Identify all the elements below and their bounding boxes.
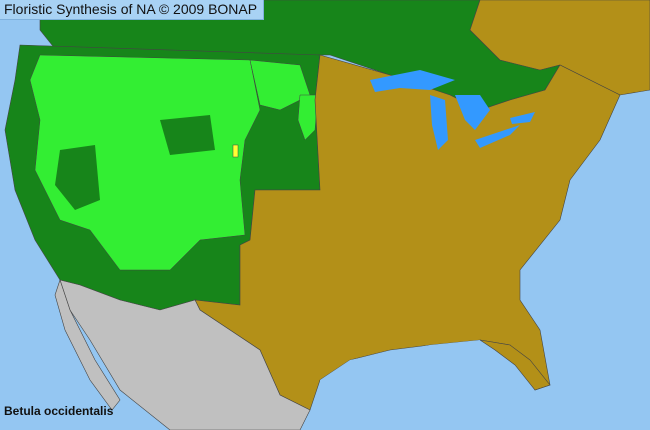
present-counties-dakota: [249, 59, 311, 111]
present-counties-east-edge: [297, 94, 319, 141]
species-label: Betula occidentalis: [4, 404, 114, 418]
rare-county: [232, 144, 239, 158]
map-title: Floristic Synthesis of NA © 2009 BONAP: [0, 0, 265, 20]
dark-patch-nv: [55, 145, 100, 210]
dark-patch-wy: [160, 115, 215, 155]
gulf-of-mexico: [320, 340, 520, 430]
lake-ontario: [510, 112, 535, 124]
present-counties-northwest: [29, 54, 261, 271]
lake-huron: [455, 95, 490, 130]
baja-outside-range: [54, 279, 121, 411]
florida: [479, 339, 551, 391]
lake-superior: [370, 70, 455, 92]
lake-michigan: [430, 95, 448, 150]
lake-erie: [475, 125, 520, 148]
mexico-outside-range: [59, 279, 311, 430]
